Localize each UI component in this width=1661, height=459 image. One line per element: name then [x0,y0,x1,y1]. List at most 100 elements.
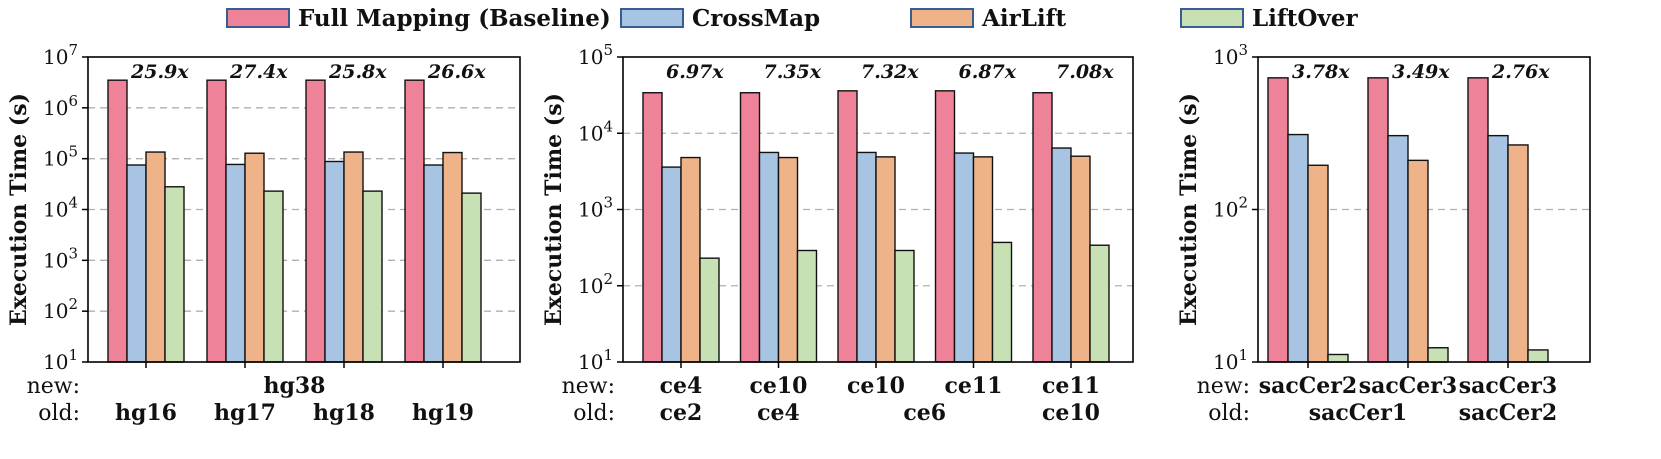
legend-swatch-full-mapping [226,8,290,28]
y-tick-label: 101 [43,346,78,374]
legend-label-crossmap: CrossMap [692,4,821,32]
chart-panel-3: 101 102 103 Execution Time (s) 3.78x 3.49x 2.7… [1176,41,1591,426]
bar-full-mapping-baseline- [739,92,761,363]
x-label-old: hg17 [214,400,276,426]
bar-crossmap [126,164,147,363]
legend-item-airlift: AirLift [910,5,1066,32]
x-label-old: ce6 [903,400,946,426]
axes-frame [1257,56,1591,363]
y-tick-label: 102 [43,295,78,323]
bar-crossmap [758,151,780,363]
bar-airlift [1070,155,1091,363]
y-tick-label: 104 [43,194,78,222]
bar-full-mapping-baseline- [934,90,956,363]
legend: Full Mapping (Baseline) CrossMap AirLift… [0,0,1661,36]
bar-full-mapping-baseline- [642,92,663,363]
speedup-annotation: 7.08x [1056,61,1114,83]
y-tick-label: 103 [43,244,78,272]
legend-swatch-crossmap [620,8,684,28]
bar-airlift [145,151,166,363]
bar-crossmap [423,164,444,363]
y-tick-label: 107 [43,41,78,69]
x-label-old: hg18 [313,400,375,426]
row-label-old: old: [38,401,80,426]
y-tick-label: 103 [1213,41,1248,69]
bar-crossmap [1487,134,1509,363]
legend-item-crossmap: CrossMap [620,4,821,32]
bar-airlift [442,151,463,363]
bar-liftover [1327,353,1349,363]
x-label-new: sacCer3 [1459,373,1557,399]
y-tick-label: 105 [578,41,613,69]
speedup-annotation: 7.35x [764,61,822,83]
speedup-annotation: 25.8x [328,61,387,83]
x-label-new: ce10 [749,373,807,399]
row-label-new: new: [1197,374,1250,399]
bar-liftover [699,257,720,363]
x-label-old: sacCer2 [1459,400,1557,426]
bar-airlift [1507,144,1529,363]
bar-crossmap [1387,134,1409,363]
y-tick-label: 101 [578,346,613,374]
x-label-new: ce11 [944,373,1002,399]
x-label-old: ce10 [1042,400,1100,426]
bar-crossmap [1051,147,1072,363]
row-label-new: new: [562,374,615,399]
bar-airlift [1407,159,1429,363]
speedup-annotation: 26.6x [427,61,486,83]
speedup-annotation: 25.9x [130,61,189,83]
speedup-annotation: 2.76x [1491,61,1550,83]
speedup-annotation: 6.87x [959,61,1017,83]
legend-label-liftover: LiftOver [1252,4,1358,32]
bar-liftover [263,190,284,363]
speedup-annotation: 3.49x [1392,61,1450,83]
bar-crossmap [661,166,682,363]
bar-crossmap [225,163,246,363]
chart-panel-1: 101 102 103 104 105 106 107 Execution Time (s) 2… [6,41,521,426]
axes-frame [87,56,521,363]
bar-liftover [362,190,383,363]
y-tick-label: 101 [1213,346,1248,374]
bar-airlift [1307,164,1329,363]
x-label-new: sacCer2 [1259,373,1357,399]
bar-liftover [796,249,818,363]
y-axis-label: Execution Time (s) [1176,93,1202,326]
x-label-new: ce10 [847,373,905,399]
bar-liftover [461,192,482,363]
bar-airlift [972,156,994,363]
chart-panel-2: 101 102 103 104 105 Execution Time (s) 6.97x 7.… [541,41,1134,426]
row-label-new: new: [27,374,80,399]
y-tick-label: 104 [578,117,613,145]
legend-item-full-mapping: Full Mapping (Baseline) [226,4,611,32]
x-label-old: sacCer1 [1309,400,1407,426]
bar-liftover [1089,244,1110,363]
x-label-old: ce2 [660,400,703,426]
speedup-annotation: 6.97x [666,61,724,83]
row-label-old: old: [1208,401,1250,426]
bar-liftover [894,249,915,363]
y-tick-label: 103 [578,194,613,222]
x-label-old: ce4 [757,400,800,426]
bar-liftover [164,186,185,363]
x-label-new: ce11 [1042,373,1100,399]
legend-label-full-mapping: Full Mapping (Baseline) [298,4,611,32]
bar-airlift [680,156,701,363]
bar-full-mapping-baseline- [1267,77,1289,363]
bar-liftover [1527,349,1549,363]
bar-airlift [244,152,265,363]
bar-full-mapping-baseline- [1467,77,1489,363]
bar-crossmap [953,152,975,363]
bar-airlift [875,156,896,363]
bar-full-mapping-baseline- [107,79,128,363]
y-tick-label: 102 [578,270,613,298]
bar-full-mapping-baseline- [404,79,425,363]
speedup-annotation: 3.78x [1292,61,1350,83]
bar-full-mapping-baseline- [1032,92,1053,363]
y-tick-label: 102 [1213,194,1248,222]
x-label-old: hg16 [115,400,177,426]
bar-airlift [343,151,364,363]
x-label-new: hg38 [264,373,326,399]
bar-crossmap [1287,133,1309,363]
x-label-new: ce4 [660,373,703,399]
